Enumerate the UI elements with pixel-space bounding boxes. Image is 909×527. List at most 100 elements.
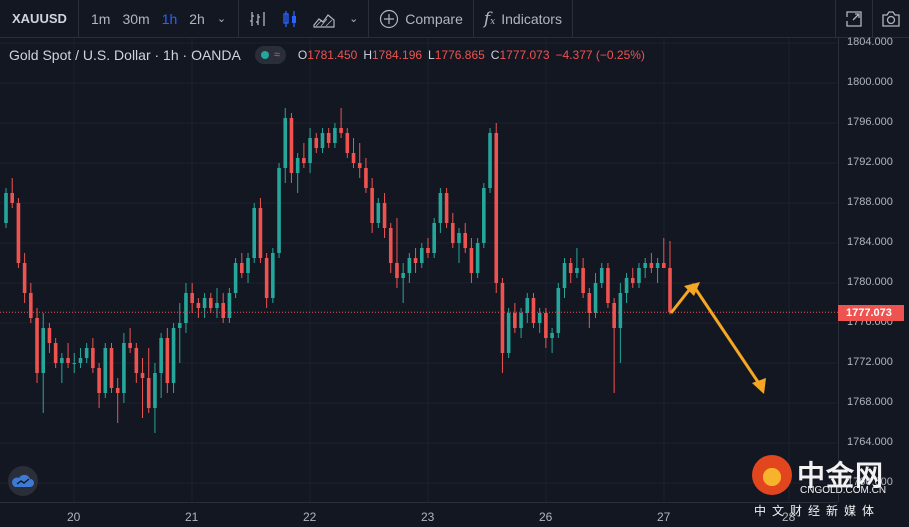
function-icon: fx xyxy=(483,8,496,29)
candle xyxy=(457,228,461,263)
cloud-logo-icon xyxy=(12,474,34,487)
interval-1m[interactable]: 1m xyxy=(91,10,111,27)
interval-30m[interactable]: 30m xyxy=(122,10,150,27)
candle xyxy=(488,128,492,193)
candle xyxy=(240,253,244,278)
interval-1h[interactable]: 1h xyxy=(161,10,178,27)
candle xyxy=(531,293,536,328)
interval-group: 1m 30m 1h 2h ⌄ xyxy=(79,11,238,27)
open-value: 1781.450 xyxy=(307,48,358,62)
candle xyxy=(146,348,151,413)
price-tick-label: 1768.000 xyxy=(847,396,893,408)
price-tick-label: 1796.000 xyxy=(847,116,893,128)
candle xyxy=(208,293,213,313)
candle xyxy=(351,138,356,168)
indicators-button[interactable]: fx Indicators xyxy=(474,9,572,29)
time-tick-label: 20 xyxy=(67,510,81,524)
candle xyxy=(66,343,70,368)
time-tick-label: 27 xyxy=(657,510,671,524)
candle xyxy=(438,188,443,233)
price-tick-label: 1788.000 xyxy=(847,196,893,208)
watermark-url: CNGOLD.COM.CN xyxy=(800,485,887,496)
candle xyxy=(215,288,219,318)
candle xyxy=(134,343,139,383)
candle xyxy=(103,343,108,398)
candle xyxy=(395,218,399,288)
candle xyxy=(426,238,430,258)
candle xyxy=(407,253,412,283)
candle xyxy=(451,213,455,248)
candle xyxy=(376,198,381,228)
candle xyxy=(568,258,573,283)
candle xyxy=(91,338,95,373)
candle xyxy=(165,328,170,393)
candle xyxy=(370,178,374,233)
time-axis[interactable]: 20 21 22 23 26 27 28 xyxy=(0,502,838,527)
tradingview-logo[interactable] xyxy=(8,466,38,496)
candle xyxy=(202,293,207,318)
price-axis[interactable]: 1804.000 1800.000 1796.000 1792.000 1788.000… xyxy=(838,36,909,502)
candle xyxy=(562,258,567,298)
candle xyxy=(72,353,77,373)
series-title: Gold Spot / U.S. Dollar · 1h · OANDA xyxy=(9,47,241,63)
toolbar-divider xyxy=(872,0,873,38)
toolbar-divider xyxy=(78,0,79,38)
symbol-search[interactable]: XAUUSD xyxy=(12,11,67,26)
low-label: L xyxy=(428,48,435,62)
candle xyxy=(643,258,647,278)
high-label: H xyxy=(363,48,372,62)
candle xyxy=(246,253,250,283)
snapshot-button[interactable] xyxy=(873,10,909,28)
candle xyxy=(41,313,46,413)
candle xyxy=(345,128,350,158)
candle xyxy=(556,283,561,338)
candle xyxy=(122,333,126,403)
candle xyxy=(649,253,654,273)
candle xyxy=(357,143,362,178)
open-label: O xyxy=(297,48,308,62)
high-value: 1784.196 xyxy=(371,48,423,62)
candle xyxy=(637,263,641,288)
candle xyxy=(258,198,263,263)
candle xyxy=(382,193,387,238)
area-chart-icon[interactable] xyxy=(313,10,335,28)
market-open-dot xyxy=(260,51,269,59)
time-tick-label: 22 xyxy=(303,510,317,524)
candles-icon[interactable] xyxy=(281,10,299,28)
candle xyxy=(401,263,405,303)
candle xyxy=(60,353,64,383)
candle xyxy=(184,283,188,333)
bar-chart-icon[interactable] xyxy=(249,10,267,28)
camera-icon xyxy=(882,10,900,27)
candle xyxy=(624,273,629,303)
time-tick-label: 23 xyxy=(421,510,435,524)
candle xyxy=(140,358,145,418)
chart-type-group: ⌄ xyxy=(239,10,368,28)
price-chart[interactable] xyxy=(0,38,838,502)
expand-icon xyxy=(846,10,862,27)
candle xyxy=(22,253,27,303)
market-status-pill[interactable]: ≈ xyxy=(254,46,286,64)
candle xyxy=(333,123,337,148)
candle xyxy=(630,268,635,288)
candle xyxy=(271,248,275,303)
price-tick-label: 1772.000 xyxy=(847,356,893,368)
ohlc-values: O1781.450 H1784.196 L1776.865 C1777.073 … xyxy=(298,48,645,62)
chevron-down-icon[interactable]: ⌄ xyxy=(349,13,359,25)
compare-button[interactable]: Compare xyxy=(369,9,473,29)
chevron-down-icon[interactable]: ⌄ xyxy=(216,13,227,25)
candle xyxy=(537,308,542,333)
candle xyxy=(668,241,672,315)
candle xyxy=(283,108,288,183)
watermark-logo xyxy=(752,455,792,495)
candle xyxy=(128,328,132,353)
candle xyxy=(10,178,15,208)
change-value: −4.377 (−0.25%) xyxy=(555,48,645,62)
interval-2h[interactable]: 2h xyxy=(189,10,205,27)
plus-circle-icon xyxy=(380,9,399,28)
fullscreen-button[interactable] xyxy=(836,10,872,28)
forecast-arrow-annotation xyxy=(669,282,766,394)
price-tick-label: 1784.000 xyxy=(847,236,893,248)
candle xyxy=(587,288,592,328)
candle xyxy=(221,293,225,323)
